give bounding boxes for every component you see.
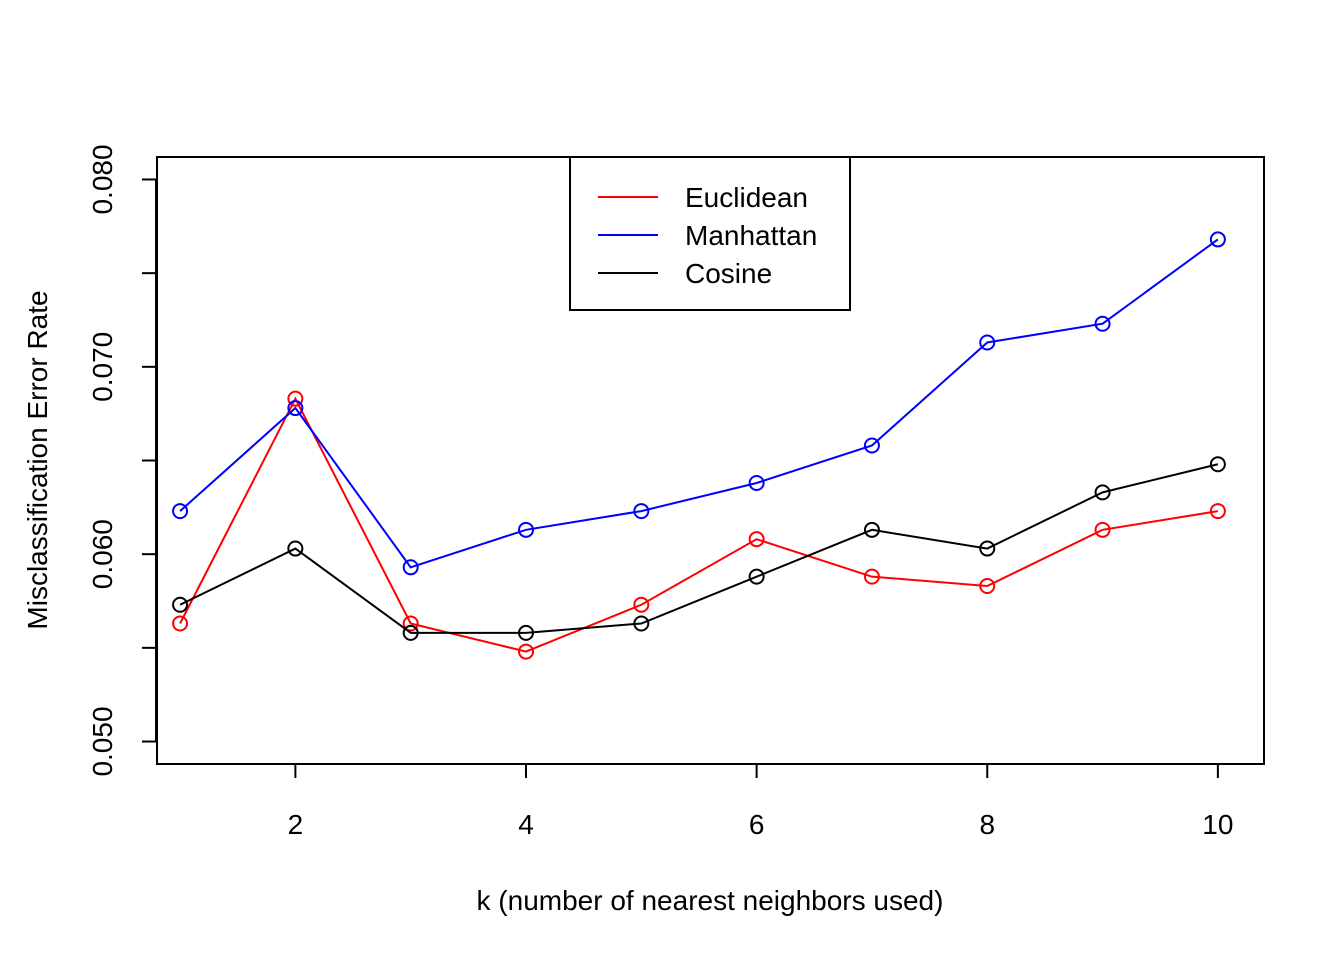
data-point xyxy=(633,596,650,613)
x-tick-label: 6 xyxy=(749,809,765,840)
data-point xyxy=(518,643,534,660)
data-point xyxy=(979,540,996,557)
y-tick-label: 0.070 xyxy=(87,332,118,402)
data-point xyxy=(633,503,650,520)
data-point xyxy=(172,596,189,613)
series-euclidean xyxy=(172,390,1226,660)
data-point xyxy=(863,437,880,454)
data-point xyxy=(172,503,189,520)
series-cosine xyxy=(172,456,1226,641)
x-tick-label: 10 xyxy=(1202,809,1233,840)
x-axis-title: k (number of nearest neighbors used) xyxy=(477,885,944,916)
data-point xyxy=(518,624,534,641)
legend-label: Euclidean xyxy=(685,182,808,213)
data-point xyxy=(1209,231,1226,248)
legend-label: Manhattan xyxy=(685,220,817,251)
x-tick-label: 4 xyxy=(518,809,534,840)
data-point xyxy=(172,615,189,632)
data-point xyxy=(402,559,419,576)
data-point xyxy=(402,624,419,641)
data-point xyxy=(287,390,304,407)
data-point xyxy=(748,568,765,585)
y-tick-label: 0.060 xyxy=(87,519,118,589)
data-point xyxy=(1209,503,1226,520)
data-point xyxy=(633,615,650,632)
data-point xyxy=(748,531,765,548)
y-axis-title: Misclassification Error Rate xyxy=(22,290,53,629)
series-layer xyxy=(172,231,1226,660)
x-tick-label: 2 xyxy=(288,809,304,840)
data-point xyxy=(1094,315,1111,332)
data-point xyxy=(863,568,880,585)
data-point xyxy=(1209,456,1226,473)
y-axis: 0.050 0.060 0.070 0.080 xyxy=(87,144,157,777)
data-point xyxy=(287,400,304,417)
data-point xyxy=(863,521,880,538)
y-tick-label: 0.080 xyxy=(87,144,118,214)
series-line xyxy=(179,396,1219,653)
data-point xyxy=(287,540,304,557)
y-tick-label: 0.050 xyxy=(87,706,118,776)
data-point xyxy=(748,474,765,491)
series-line xyxy=(179,463,1219,634)
legend-label: Cosine xyxy=(685,258,772,289)
data-point xyxy=(979,334,996,351)
x-tick-label: 8 xyxy=(979,809,995,840)
data-point xyxy=(518,521,534,538)
series-line xyxy=(179,238,1219,569)
data-point xyxy=(979,578,996,595)
data-point xyxy=(1094,521,1111,538)
legend-box xyxy=(569,156,851,311)
x-axis: 2 4 6 8 10 xyxy=(288,763,1233,840)
legend: Euclidean Manhattan Cosine xyxy=(569,156,851,311)
data-point xyxy=(1094,484,1111,501)
data-point xyxy=(402,615,419,632)
series-manhattan xyxy=(172,231,1226,576)
